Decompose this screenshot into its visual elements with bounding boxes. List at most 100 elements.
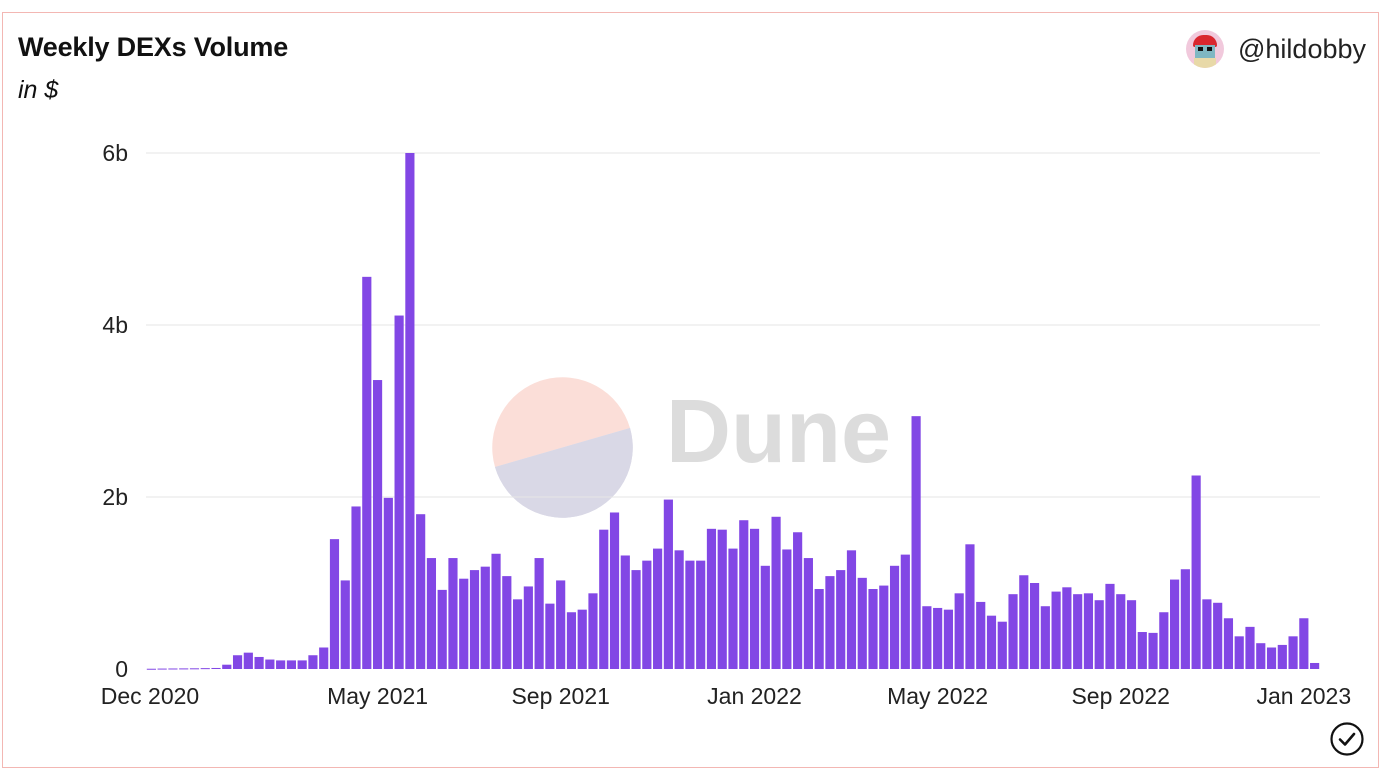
bar[interactable] (329, 539, 340, 669)
bar[interactable] (653, 548, 663, 669)
bar[interactable] (534, 558, 544, 669)
bar[interactable] (168, 668, 178, 670)
bar[interactable] (351, 506, 361, 669)
bar[interactable] (545, 603, 555, 669)
bar[interactable] (297, 660, 307, 669)
bar[interactable] (599, 529, 609, 669)
bar[interactable] (1266, 647, 1277, 670)
bar[interactable] (609, 512, 620, 669)
bar[interactable] (179, 668, 189, 670)
bar[interactable] (879, 585, 889, 669)
bar[interactable] (685, 560, 695, 669)
bar[interactable] (383, 497, 393, 669)
bar[interactable] (986, 615, 997, 669)
bar[interactable] (1148, 632, 1158, 669)
bar[interactable] (1116, 594, 1126, 669)
bar[interactable] (1159, 612, 1169, 669)
bar[interactable] (814, 589, 824, 669)
bar[interactable] (1245, 626, 1255, 669)
bar[interactable] (588, 593, 598, 669)
bar[interactable] (200, 668, 210, 670)
bar[interactable] (1062, 587, 1072, 669)
bar[interactable] (911, 416, 921, 669)
bar[interactable] (502, 576, 512, 669)
bar[interactable] (459, 578, 469, 669)
bar[interactable] (803, 558, 813, 669)
bar[interactable] (1051, 591, 1061, 669)
bar[interactable] (1137, 632, 1147, 669)
bar[interactable] (480, 566, 490, 669)
bar[interactable] (265, 659, 275, 669)
bar[interactable] (857, 577, 867, 669)
bar[interactable] (222, 664, 232, 669)
bar[interactable] (696, 560, 706, 669)
bar[interactable] (825, 576, 835, 669)
bar[interactable] (889, 565, 900, 669)
bar[interactable] (308, 655, 318, 669)
bar[interactable] (1213, 602, 1223, 669)
bar[interactable] (631, 570, 641, 669)
bar[interactable] (1083, 593, 1094, 669)
bar[interactable] (846, 550, 857, 669)
bar[interactable] (319, 647, 329, 670)
bar[interactable] (189, 668, 200, 670)
bar[interactable] (566, 612, 577, 669)
bar[interactable] (782, 549, 792, 669)
bar[interactable] (717, 529, 727, 669)
bar[interactable] (739, 520, 749, 669)
bar[interactable] (943, 609, 953, 669)
bar[interactable] (997, 621, 1007, 669)
bar[interactable] (416, 514, 426, 669)
bar[interactable] (1040, 606, 1050, 669)
bar[interactable] (1191, 475, 1201, 670)
bar[interactable] (1029, 583, 1040, 669)
bar[interactable] (760, 565, 770, 669)
bar[interactable] (771, 516, 781, 669)
author-badge[interactable]: @hildobby (1186, 30, 1366, 68)
bar[interactable] (836, 570, 846, 669)
author-handle[interactable]: @hildobby (1238, 33, 1366, 64)
bar[interactable] (954, 593, 964, 669)
bar[interactable] (728, 548, 738, 669)
bar[interactable] (976, 601, 986, 669)
bar[interactable] (469, 570, 480, 669)
bar[interactable] (674, 550, 684, 669)
bar[interactable] (1256, 643, 1266, 669)
bar[interactable] (620, 555, 630, 669)
bar[interactable] (1019, 575, 1029, 669)
bar[interactable] (1310, 662, 1320, 669)
bar[interactable] (1299, 618, 1309, 669)
bar[interactable] (556, 580, 566, 669)
bar[interactable] (211, 667, 221, 669)
checkmark-circle-icon[interactable] (1330, 722, 1364, 756)
bar[interactable] (394, 315, 404, 669)
bar[interactable] (1234, 636, 1244, 669)
bar[interactable] (513, 599, 523, 669)
bar[interactable] (1170, 579, 1180, 669)
bar[interactable] (405, 153, 415, 669)
bar[interactable] (372, 380, 383, 669)
bar[interactable] (340, 580, 350, 669)
bar[interactable] (1288, 636, 1298, 669)
bar[interactable] (157, 668, 167, 670)
bar[interactable] (1277, 644, 1287, 669)
bar[interactable] (965, 544, 975, 669)
bar[interactable] (426, 558, 437, 669)
bar[interactable] (232, 655, 243, 669)
bar[interactable] (577, 609, 587, 669)
bar[interactable] (448, 558, 458, 669)
bar[interactable] (1180, 569, 1190, 669)
bar[interactable] (437, 589, 447, 669)
bar[interactable] (1105, 583, 1115, 669)
bar[interactable] (1202, 599, 1212, 669)
bar[interactable] (1073, 594, 1083, 669)
bar[interactable] (642, 560, 652, 669)
bar[interactable] (491, 553, 501, 669)
bar[interactable] (900, 554, 910, 669)
bar[interactable] (663, 499, 673, 669)
bar[interactable] (523, 586, 533, 669)
bar[interactable] (1223, 618, 1234, 669)
bar[interactable] (868, 589, 878, 669)
bar[interactable] (146, 668, 156, 670)
bar[interactable] (706, 528, 717, 669)
